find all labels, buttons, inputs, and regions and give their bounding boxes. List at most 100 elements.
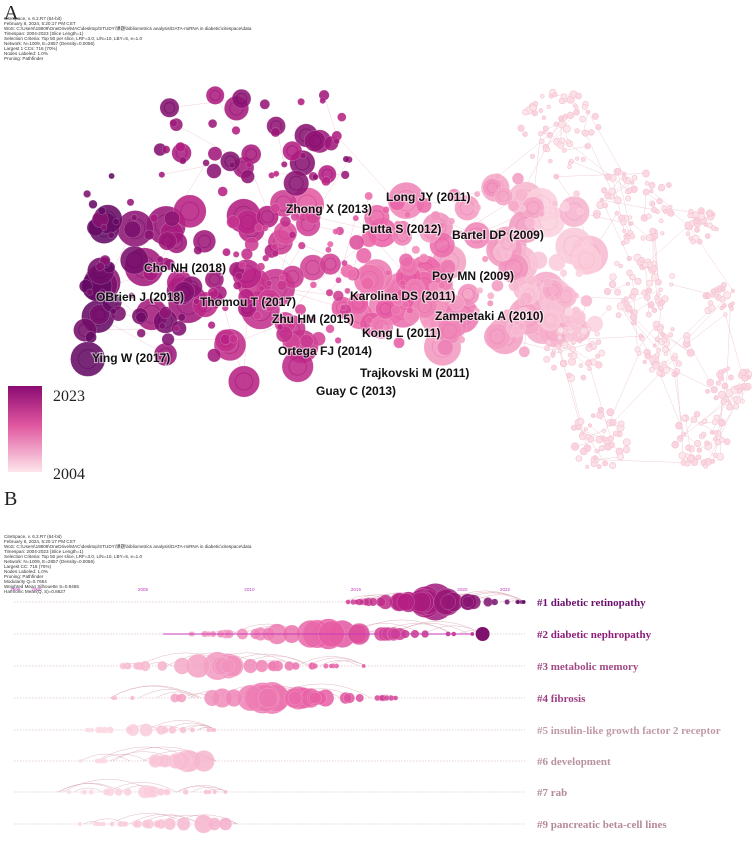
reference-node: [675, 422, 683, 430]
reference-node: [365, 316, 373, 324]
reference-node: [100, 223, 108, 231]
reference-node: [675, 360, 682, 367]
reference-bubble: [220, 658, 236, 674]
reference-node: [695, 454, 702, 461]
node-ring: [261, 210, 274, 224]
reference-bubble: [168, 725, 177, 735]
reference-node: [645, 213, 652, 220]
reference-node: [668, 332, 674, 338]
reference-node: [163, 258, 176, 271]
reference-node: [448, 294, 466, 312]
reference-node: [624, 189, 629, 194]
reference-node: [648, 366, 655, 373]
reference-node: [562, 116, 567, 121]
node-ring: [286, 145, 299, 157]
reference-node: [722, 368, 727, 373]
citation-link: [352, 195, 369, 274]
citation-link: [336, 135, 398, 203]
reference-node: [553, 121, 559, 127]
meta-line: Network: N=1009, E=2857 (Density=0.0056): [4, 559, 95, 564]
reference-node: [627, 215, 633, 220]
reference-node: [566, 324, 573, 332]
reference-node: [171, 294, 179, 302]
reference-node: [393, 220, 402, 229]
reference-bubble: [179, 726, 187, 734]
reference-node: [615, 312, 622, 319]
reference-node: [642, 169, 650, 178]
reference-node: [445, 269, 453, 277]
reference-node: [205, 86, 225, 105]
node-ring: [461, 288, 475, 302]
node-label: Zhong X (2013): [286, 202, 372, 216]
reference-node: [657, 183, 666, 192]
reference-node: [281, 350, 314, 383]
reference-node: [585, 359, 592, 367]
reference-node: [169, 118, 178, 128]
reference-node: [352, 214, 360, 222]
reference-node: [341, 259, 348, 267]
reference-node: [654, 352, 660, 358]
reference-node: [326, 240, 334, 248]
node-ring: [126, 251, 143, 269]
reference-node: [538, 138, 545, 145]
reference-bubble: [255, 659, 269, 673]
reference-node: [713, 395, 719, 401]
reference-node: [319, 253, 342, 276]
reference-bubble: [207, 817, 221, 831]
reference-bubble: [163, 788, 171, 796]
reference-node: [228, 334, 238, 344]
reference-bubble: [81, 789, 87, 795]
reference-bubble: [129, 695, 135, 701]
reference-node: [164, 210, 181, 227]
year-tick: 2022: [500, 587, 511, 592]
node-ring: [434, 237, 450, 253]
reference-node: [580, 333, 585, 339]
reference-node: [646, 279, 654, 287]
reference-node: [585, 109, 591, 115]
reference-node: [272, 170, 280, 178]
node-label: Poy MN (2009): [432, 269, 514, 283]
meta-line: February 8, 2024, 5:20:17 PM CST: [4, 539, 76, 544]
reference-node: [705, 388, 710, 394]
node-ring: [504, 259, 523, 277]
reference-node: [502, 308, 513, 319]
node-ring: [324, 257, 337, 271]
node-ring: [417, 298, 433, 314]
reference-node: [531, 110, 538, 117]
reference-node: [136, 328, 146, 338]
reference-node: [723, 438, 731, 445]
cocitation-network: Long JY (2011) Zhong X (2013) Putta S (201…: [8, 86, 753, 483]
node-ring: [93, 308, 106, 321]
citation-link: [681, 387, 747, 438]
reference-node: [651, 260, 657, 267]
reference-node: [545, 147, 551, 153]
reference-node: [280, 160, 288, 168]
reference-node: [574, 128, 580, 134]
reference-node: [715, 380, 722, 386]
reference-node: [271, 249, 279, 258]
reference-node: [544, 345, 551, 352]
reference-node: [207, 146, 223, 161]
reference-node: [401, 301, 409, 309]
reference-node: [626, 255, 632, 262]
reference-node: [729, 306, 734, 312]
citation-link: [693, 419, 718, 434]
reference-node: [655, 278, 662, 286]
reference-node: [143, 229, 155, 241]
reference-bubble: [139, 723, 153, 737]
reference-node: [656, 198, 663, 205]
reference-node: [321, 176, 331, 187]
reference-node: [222, 247, 231, 257]
meta-line: Selection Criteria: Top 50 per slice, LR…: [4, 36, 143, 41]
reference-node: [642, 188, 650, 196]
reference-node: [419, 221, 441, 243]
reference-node: [574, 105, 579, 110]
reference-node: [737, 384, 743, 389]
citation-link: [588, 362, 612, 439]
cluster-row: [14, 681, 525, 715]
reference-node: [726, 366, 731, 371]
reference-node: [658, 305, 664, 311]
reference-node: [711, 212, 716, 217]
node-ring: [374, 320, 389, 335]
reference-node: [595, 353, 601, 359]
